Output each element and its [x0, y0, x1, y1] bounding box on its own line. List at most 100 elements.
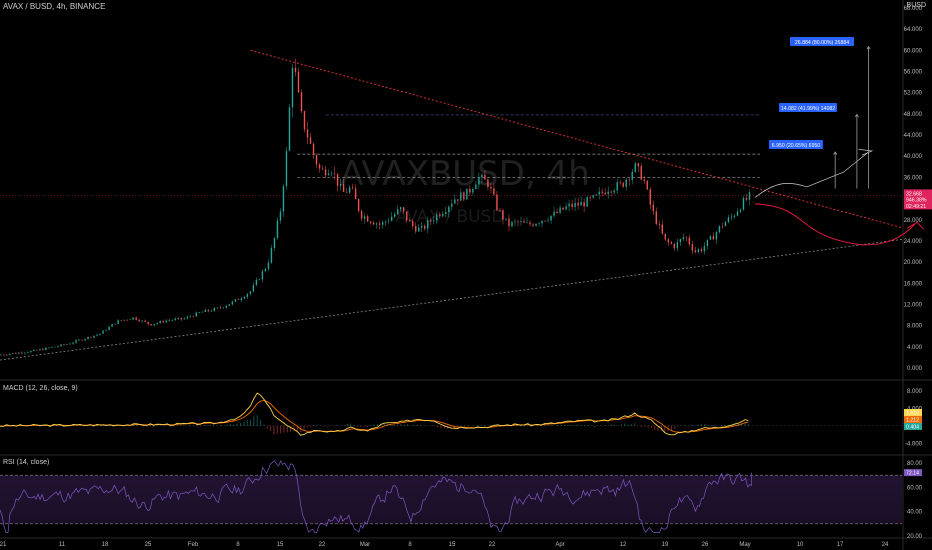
- candle-body: [369, 221, 372, 223]
- candle-body: [535, 223, 537, 226]
- macd-histogram-bar: [363, 425, 365, 427]
- candle-body: [354, 188, 357, 200]
- candle-body: [180, 317, 182, 320]
- candle-body: [291, 67, 294, 108]
- candle-body: [345, 191, 348, 193]
- macd-histogram-bar: [149, 424, 151, 427]
- candle-body: [445, 212, 447, 214]
- candle-body: [475, 184, 477, 189]
- candle-body: [436, 214, 438, 221]
- candle-body: [48, 347, 50, 349]
- time-tick-label: 8: [236, 542, 240, 548]
- candle-body: [237, 299, 240, 301]
- candle-body: [387, 220, 390, 222]
- macd-histogram-bar: [310, 425, 312, 427]
- macd-histogram-bar: [420, 425, 422, 427]
- candle-body: [454, 199, 456, 204]
- candle-body: [123, 319, 125, 321]
- rsi-tick-label: 80.00: [907, 461, 923, 467]
- time-tick-label: May: [739, 542, 750, 548]
- arrow-head-icon: [833, 151, 838, 155]
- candle-body: [225, 305, 228, 308]
- candle-body: [186, 316, 188, 319]
- candle-body: [219, 307, 222, 309]
- candle-body: [442, 213, 444, 217]
- macd-histogram-bar: [744, 422, 746, 427]
- candle-body: [213, 307, 216, 311]
- time-tick-label: 18: [102, 542, 109, 548]
- candle-body: [132, 317, 134, 320]
- trendlines[interactable]: [0, 49, 903, 361]
- macd-histogram-bar: [173, 425, 175, 427]
- macd-histogram-bar: [109, 425, 111, 427]
- candle-body: [415, 226, 417, 232]
- macd-histogram-bar: [83, 425, 85, 427]
- candle-body: [273, 237, 276, 248]
- rsi-label[interactable]: RSI (14, close): [3, 459, 50, 466]
- candle-body: [616, 182, 618, 191]
- time-tick-label: Mar: [360, 542, 370, 548]
- candle-body: [610, 191, 612, 193]
- candle-body: [375, 223, 378, 225]
- price-tick-label: 28.000: [904, 218, 923, 224]
- price-axis[interactable]: 68.000 64.000 60.000 56.000 52.000 48.000 44.0…: [904, 6, 932, 372]
- time-tick-label: Apr: [555, 542, 564, 548]
- candle-body: [141, 320, 143, 322]
- candle-body: [694, 250, 697, 252]
- macd-histogram-bar: [681, 425, 683, 427]
- candle-body: [33, 349, 35, 351]
- candle-body: [9, 353, 11, 355]
- macd-histogram-bar: [46, 425, 48, 427]
- candle-body: [270, 247, 273, 263]
- price-tick-label: 64.000: [904, 27, 923, 33]
- macd-histogram-bar: [243, 421, 245, 427]
- projection-drawings[interactable]: [754, 149, 925, 246]
- macd-histogram-bar: [417, 424, 419, 427]
- candle-body: [652, 204, 654, 212]
- candle-body: [165, 320, 167, 323]
- candle-body: [204, 309, 206, 312]
- candle-body: [526, 222, 528, 224]
- candle-body: [126, 319, 128, 321]
- candle-body: [210, 310, 213, 312]
- macd-histogram-bar: [393, 424, 395, 427]
- candle-body: [412, 221, 414, 227]
- candle-body: [451, 203, 453, 207]
- candle-body: [195, 312, 197, 317]
- candle-body: [312, 143, 315, 156]
- macd-histogram-bar: [86, 425, 88, 427]
- candle-body: [538, 223, 540, 224]
- symbol-header[interactable]: AVAX / BUSD, 4h, BINANCE: [3, 2, 106, 11]
- macd-histogram-bar: [467, 425, 469, 427]
- horizontal-levels: [0, 114, 902, 196]
- candle-body: [703, 246, 706, 252]
- candle-body: [409, 220, 411, 222]
- candle-body: [658, 224, 660, 225]
- candle-body: [381, 222, 384, 225]
- measure-tools[interactable]: 26.884 (80.00%) 26884 14.082 (41.99%) 140…: [769, 37, 871, 189]
- macd-label[interactable]: MACD (12, 26, close, 9): [3, 385, 78, 392]
- candle-body: [105, 330, 107, 331]
- candle-body: [448, 206, 450, 213]
- candle-body: [439, 214, 441, 217]
- macd-histogram-bar: [610, 424, 612, 427]
- time-axis[interactable]: 21 11 18 25 Feb 8 15 22 Mar 8 15 22 Apr 12 19 26 May 10 17…: [0, 542, 889, 548]
- candle-body: [613, 190, 615, 193]
- macd-histogram-bar: [540, 425, 542, 427]
- candle-body: [634, 163, 636, 172]
- macd-histogram-bar: [640, 425, 642, 428]
- candle-body: [252, 284, 255, 292]
- candle-body: [288, 107, 291, 151]
- candle-body: [135, 317, 137, 320]
- macd-histogram-bar: [283, 425, 285, 433]
- candle-body: [457, 199, 459, 201]
- candle-body: [460, 192, 462, 201]
- candle-body: [673, 243, 676, 249]
- projection-path-up: [806, 151, 869, 188]
- macd-line: [0, 392, 749, 436]
- candle-body: [0, 354, 2, 356]
- candle-body: [397, 209, 399, 215]
- candle-body: [556, 211, 558, 213]
- candle-body: [646, 181, 648, 190]
